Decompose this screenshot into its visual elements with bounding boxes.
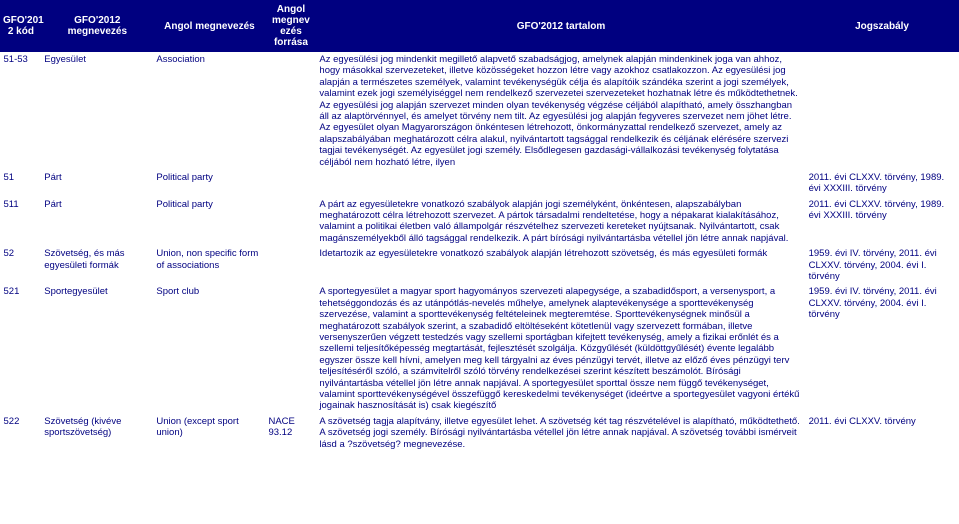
cell-law: [806, 52, 959, 170]
col-header-law: Jogszabály: [806, 1, 959, 52]
cell-content: A párt az egyesületekre vonatkozó szabál…: [316, 197, 805, 247]
cell-content: Az egyesülési jog mindenkit megillető al…: [316, 52, 805, 170]
cell-english: Sport club: [153, 284, 265, 413]
cell-code: 511: [1, 197, 42, 247]
cell-law: 2011. évi CLXXV. törvény: [806, 414, 959, 452]
col-header-code: GFO'201 2 kód: [1, 1, 42, 52]
cell-content: Idetartozik az egyesületekre vonatkozó s…: [316, 246, 805, 284]
cell-law: 2011. évi CLXXV. törvény, 1989. évi XXXI…: [806, 197, 959, 247]
cell-source: [265, 246, 316, 284]
cell-code: 521: [1, 284, 42, 413]
table-row: 51 Párt Political party 2011. évi CLXXV.…: [1, 170, 959, 197]
cell-name: Szövetség, és más egyesületi formák: [41, 246, 153, 284]
table-row: 522 Szövetség (kivéve sportszövetség) Un…: [1, 414, 959, 452]
table-row: 511 Párt Political party A párt az egyes…: [1, 197, 959, 247]
cell-source: [265, 170, 316, 197]
cell-content: A szövetség tagja alapítvány, illetve eg…: [316, 414, 805, 452]
cell-english: Association: [153, 52, 265, 170]
cell-name: Párt: [41, 170, 153, 197]
cell-source: NACE 93.12: [265, 414, 316, 452]
cell-code: 52: [1, 246, 42, 284]
cell-english: Union (except sport union): [153, 414, 265, 452]
cell-english: Union, non specific form of associations: [153, 246, 265, 284]
table-header-row: GFO'201 2 kód GFO'2012 megnevezés Angol …: [1, 1, 959, 52]
cell-law: 2011. évi CLXXV. törvény, 1989. évi XXXI…: [806, 170, 959, 197]
cell-source: [265, 52, 316, 170]
table-row: 51-53 Egyesület Association Az egyesülés…: [1, 52, 959, 170]
cell-name: Szövetség (kivéve sportszövetség): [41, 414, 153, 452]
cell-name: Egyesület: [41, 52, 153, 170]
cell-source: [265, 197, 316, 247]
cell-content: [316, 170, 805, 197]
cell-english: Political party: [153, 197, 265, 247]
col-header-source: Angol megnev ezés forrása: [265, 1, 316, 52]
cell-name: Sportegyesület: [41, 284, 153, 413]
cell-law: 1959. évi IV. törvény, 2011. évi CLXXV. …: [806, 246, 959, 284]
col-header-name: GFO'2012 megnevezés: [41, 1, 153, 52]
gfo-table: GFO'201 2 kód GFO'2012 megnevezés Angol …: [0, 0, 959, 452]
table-body: 51-53 Egyesület Association Az egyesülés…: [1, 52, 959, 452]
cell-code: 522: [1, 414, 42, 452]
table-row: 52 Szövetség, és más egyesületi formák U…: [1, 246, 959, 284]
cell-name: Párt: [41, 197, 153, 247]
table-row: 521 Sportegyesület Sport club A sportegy…: [1, 284, 959, 413]
cell-content: A sportegyesület a magyar sport hagyomán…: [316, 284, 805, 413]
cell-english: Political party: [153, 170, 265, 197]
cell-law: 1959. évi IV. törvény, 2011. évi CLXXV. …: [806, 284, 959, 413]
cell-code: 51: [1, 170, 42, 197]
cell-source: [265, 284, 316, 413]
col-header-english: Angol megnevezés: [153, 1, 265, 52]
col-header-content: GFO'2012 tartalom: [316, 1, 805, 52]
cell-code: 51-53: [1, 52, 42, 170]
